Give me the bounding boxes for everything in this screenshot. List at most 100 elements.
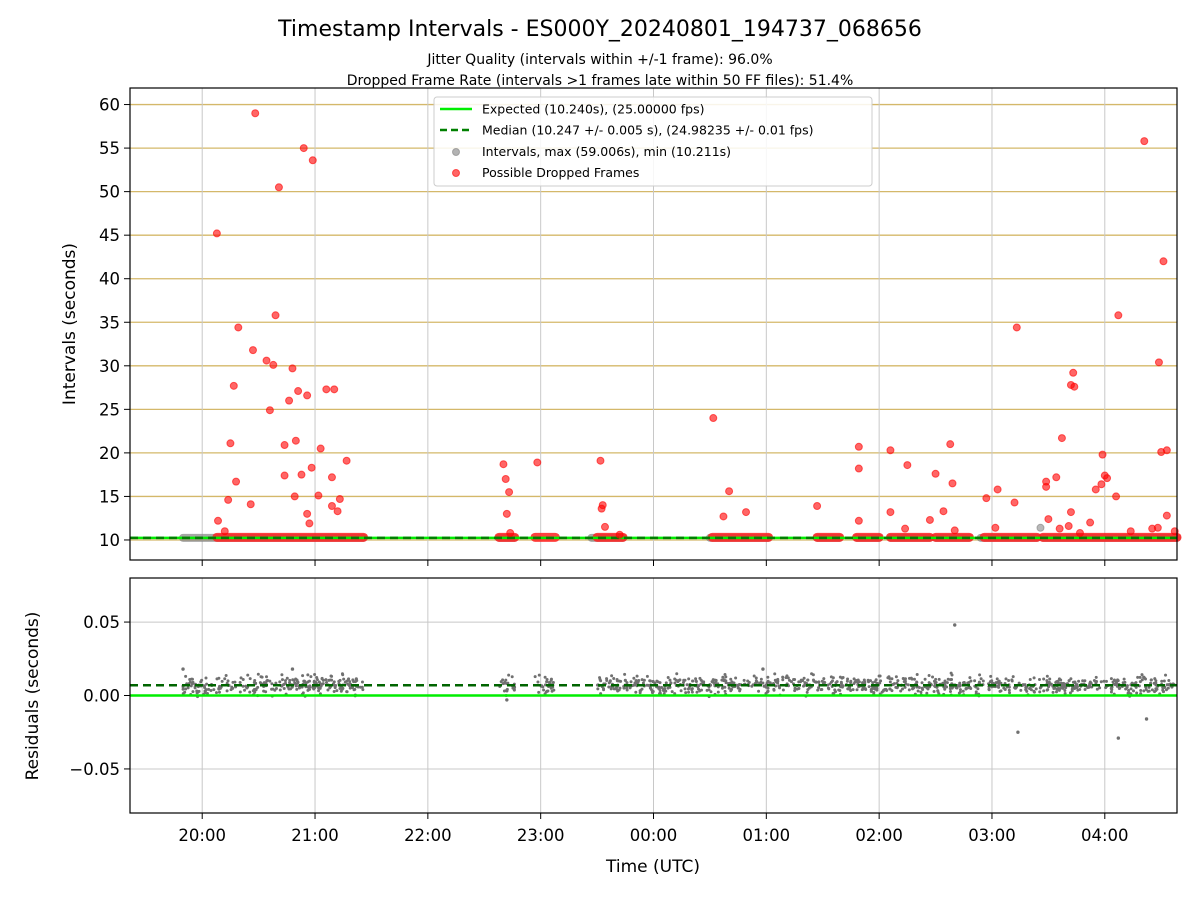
residual-point <box>781 678 785 682</box>
residual-point <box>1010 679 1014 683</box>
residual-point <box>502 689 506 693</box>
dropped-frame-point <box>248 346 257 355</box>
residual-point <box>196 690 200 694</box>
dropped-frame-point <box>262 356 271 365</box>
residual-point <box>623 678 627 682</box>
residuals-y-tick-label: −0.05 <box>69 760 120 779</box>
residual-point <box>831 679 835 683</box>
residual-point <box>720 678 724 682</box>
residual-point <box>1028 687 1032 691</box>
residual-point <box>191 690 195 694</box>
residual-point <box>306 673 310 677</box>
residual-point <box>1109 690 1113 694</box>
residual-point <box>648 686 652 690</box>
residuals-marks <box>130 623 1177 740</box>
dropped-frame-point <box>946 440 955 449</box>
dropped-frame-point <box>274 183 283 192</box>
residual-point <box>786 676 790 680</box>
residual-point <box>551 681 555 685</box>
residual-point <box>1164 673 1168 677</box>
residual-point <box>736 686 740 690</box>
residual-point <box>1068 691 1072 695</box>
residual-point <box>867 685 871 689</box>
residual-point <box>545 677 549 681</box>
residual-point <box>204 688 208 692</box>
residual-point <box>549 678 553 682</box>
dropped-frame-point <box>303 391 312 400</box>
residual-point <box>890 677 894 681</box>
dropped-frame-point <box>1112 492 1121 501</box>
residual-point <box>690 690 694 694</box>
dropped-frame-point <box>327 473 336 482</box>
dropped-frame-point <box>1162 446 1171 455</box>
residual-point <box>968 676 972 680</box>
dropped-frame-point <box>1052 473 1061 482</box>
residual-point <box>1071 680 1075 684</box>
residual-point <box>958 688 962 692</box>
residual-point <box>1042 689 1046 693</box>
residual-point <box>861 681 865 685</box>
residual-point <box>342 677 346 681</box>
x-tick-label: 03:00 <box>968 826 1016 845</box>
residual-point <box>1045 674 1049 678</box>
residual-point <box>920 686 924 690</box>
residual-point <box>888 680 892 684</box>
residual-point <box>256 672 260 676</box>
residual-point <box>1165 683 1169 687</box>
residual-point <box>691 679 695 683</box>
residual-point <box>948 687 952 691</box>
intervals-marks <box>130 109 1182 542</box>
residual-point <box>1150 688 1154 692</box>
residuals-panel: 0.05 0.00 −0.05 20:00 21:00 22:00 23:00 00:00 0… <box>23 577 1178 877</box>
residual-point <box>217 687 221 691</box>
residual-point <box>948 689 952 693</box>
residual-point <box>698 689 702 693</box>
residual-point <box>1116 678 1120 682</box>
residual-point <box>668 678 672 682</box>
dropped-frame-point <box>1097 480 1106 489</box>
residual-point <box>687 677 691 681</box>
chart-subtitle-jitter: Jitter Quality (intervals within +/-1 fr… <box>426 52 772 68</box>
residual-point <box>945 681 949 685</box>
residual-point <box>259 675 263 679</box>
residual-point <box>1109 686 1113 690</box>
residuals-y-tick-label: 0.00 <box>83 687 120 706</box>
residual-point <box>1140 673 1144 677</box>
dropped-frame-point <box>290 492 299 501</box>
dropped-frame-point <box>288 364 297 373</box>
residual-point <box>941 681 945 685</box>
x-tick-label: 21:00 <box>291 826 339 845</box>
dropped-frame-point <box>501 475 510 484</box>
residual-point <box>615 677 619 681</box>
residual-point <box>907 688 911 692</box>
dropped-frame-point <box>939 507 948 516</box>
residual-point <box>670 690 674 694</box>
residual-point <box>1007 678 1011 682</box>
residual-outlier-point <box>1144 717 1149 721</box>
residual-point <box>664 681 668 685</box>
residual-point <box>238 690 242 694</box>
residual-point <box>333 686 337 690</box>
residual-point <box>1129 687 1133 691</box>
residual-point <box>899 689 903 693</box>
residual-point <box>937 677 941 681</box>
residual-point <box>950 677 954 681</box>
residual-point <box>714 678 718 682</box>
residual-point <box>1149 678 1153 682</box>
residual-point <box>1083 679 1087 683</box>
residual-point <box>955 686 959 690</box>
dropped-frame-point <box>901 524 910 533</box>
residual-point <box>285 676 289 680</box>
dropped-frame-point <box>1070 382 1079 391</box>
residual-point <box>1063 691 1067 695</box>
residual-point <box>826 686 830 690</box>
residual-point <box>625 688 629 692</box>
residual-point <box>799 678 803 682</box>
residual-point <box>729 677 733 681</box>
dropped-frame-point <box>251 109 260 118</box>
residual-point <box>1051 690 1055 694</box>
residual-point <box>681 681 685 685</box>
residual-point <box>819 688 823 692</box>
residual-point <box>542 688 546 692</box>
residual-point <box>989 674 993 678</box>
